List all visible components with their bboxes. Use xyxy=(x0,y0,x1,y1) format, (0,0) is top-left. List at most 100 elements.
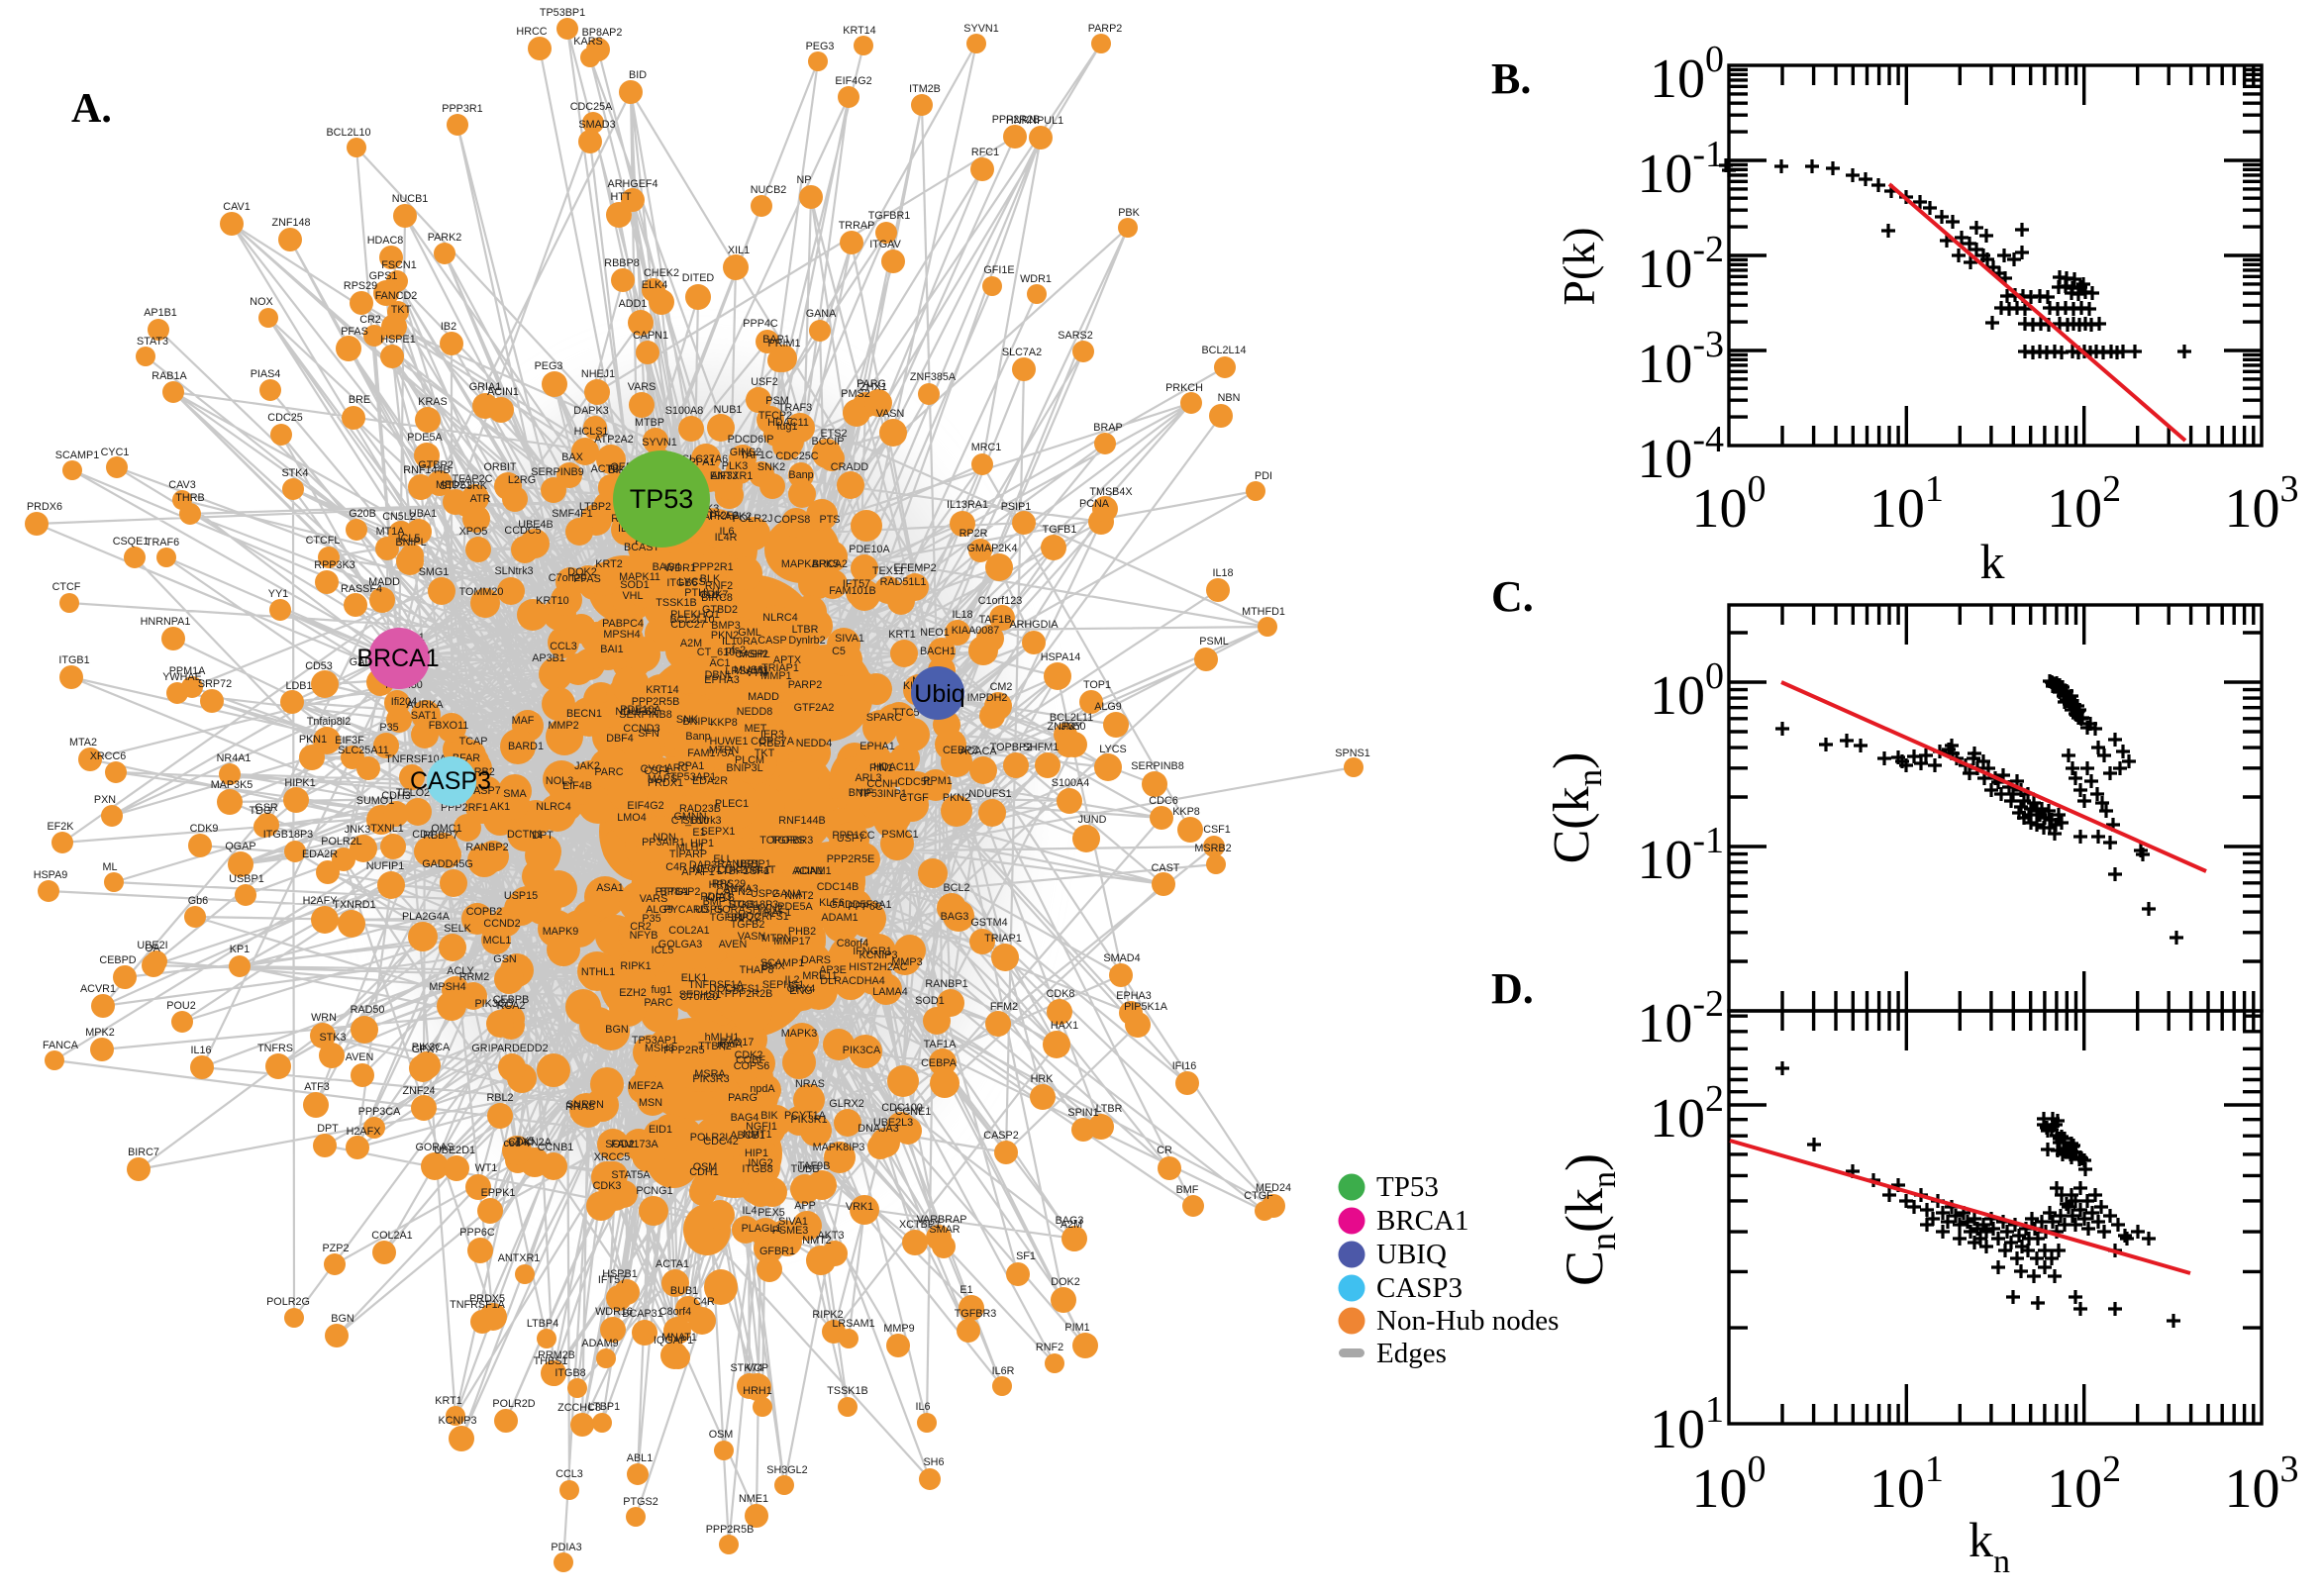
svg-text:HIPK1: HIPK1 xyxy=(284,777,315,789)
svg-text:RRM2B: RRM2B xyxy=(538,1349,575,1361)
svg-text:MADD: MADD xyxy=(748,691,779,703)
svg-text:NMT2: NMT2 xyxy=(784,890,813,902)
svg-text:KCNIP3: KCNIP3 xyxy=(858,949,897,961)
svg-text:LTBP1: LTBP1 xyxy=(717,865,749,877)
svg-text:BP8AP2: BP8AP2 xyxy=(582,27,623,39)
svg-text:BMF: BMF xyxy=(1176,1184,1199,1196)
svg-text:BCL2L10: BCL2L10 xyxy=(669,614,714,626)
svg-text:EPHA3: EPHA3 xyxy=(1116,990,1151,1002)
svg-text:HIP1: HIP1 xyxy=(745,1147,768,1159)
svg-text:TXN2: TXN2 xyxy=(756,903,783,915)
svg-text:GSR: GSR xyxy=(254,802,278,814)
svg-text:COL2A1: COL2A1 xyxy=(371,1230,412,1242)
svg-text:JAK2: JAK2 xyxy=(574,760,600,772)
svg-text:XIL1: XIL1 xyxy=(728,245,750,256)
svg-text:ITGB8: ITGB8 xyxy=(555,1367,585,1379)
svg-text:TFCP2: TFCP2 xyxy=(758,410,792,422)
svg-text:HRK: HRK xyxy=(709,879,733,891)
svg-text:fug1: fug1 xyxy=(651,984,671,996)
svg-text:RAD17: RAD17 xyxy=(720,1037,755,1048)
svg-text:NEDD8: NEDD8 xyxy=(737,706,773,718)
svg-text:PIK3R1: PIK3R1 xyxy=(790,1114,827,1126)
svg-text:PRDX6: PRDX6 xyxy=(27,501,62,513)
svg-text:KRT14: KRT14 xyxy=(843,25,875,37)
svg-text:IQGAP1: IQGAP1 xyxy=(654,1335,693,1347)
svg-text:PTTG1: PTTG1 xyxy=(656,886,690,898)
svg-text:CRADD: CRADD xyxy=(831,461,869,473)
svg-text:PPP2R1: PPP2R1 xyxy=(692,561,733,573)
svg-text:HDAC11: HDAC11 xyxy=(873,761,915,773)
svg-text:THAP8: THAP8 xyxy=(740,964,774,976)
svg-text:PEG3: PEG3 xyxy=(806,41,835,52)
svg-text:ITGB18P3: ITGB18P3 xyxy=(263,829,313,841)
svg-text:NGFI1: NGFI1 xyxy=(746,1121,777,1133)
svg-text:SNK2: SNK2 xyxy=(758,461,785,473)
svg-text:EPHA1: EPHA1 xyxy=(859,741,894,752)
svg-text:ELL: ELL xyxy=(713,853,732,865)
svg-text:SEPX1: SEPX1 xyxy=(701,826,736,838)
svg-text:GMNN: GMNN xyxy=(674,811,707,823)
svg-text:NUCB2: NUCB2 xyxy=(751,184,787,196)
svg-text:GANA: GANA xyxy=(772,888,803,900)
svg-text:APP: APP xyxy=(794,1200,816,1212)
svg-text:Cn(kn): Cn(kn) xyxy=(1555,1153,1623,1286)
svg-text:IL6R: IL6R xyxy=(992,1365,1015,1377)
svg-text:PARG: PARG xyxy=(728,1092,758,1104)
svg-text:LRSAM1: LRSAM1 xyxy=(832,1318,874,1330)
svg-text:MAPK8IP3: MAPK8IP3 xyxy=(813,1142,865,1153)
svg-text:TGFB2: TGFB2 xyxy=(731,919,765,931)
svg-text:MAF: MAF xyxy=(512,715,535,727)
svg-text:MPSH4: MPSH4 xyxy=(429,981,465,993)
svg-text:ALG9: ALG9 xyxy=(646,904,673,916)
svg-text:PHB2: PHB2 xyxy=(788,926,816,938)
svg-text:BMX: BMX xyxy=(761,960,784,972)
svg-text:PMS2: PMS2 xyxy=(841,388,869,400)
svg-text:TP53AP1: TP53AP1 xyxy=(632,1035,677,1047)
svg-text:GPX4: GPX4 xyxy=(787,983,816,995)
svg-text:BLK: BLK xyxy=(700,573,721,585)
svg-text:COBF: COBF xyxy=(736,1054,765,1066)
svg-text:ITGB18P3: ITGB18P3 xyxy=(729,899,778,911)
svg-text:CCL3: CCL3 xyxy=(550,641,577,652)
svg-text:PLEKHO1: PLEKHO1 xyxy=(670,609,720,621)
svg-text:SMF4F1: SMF4F1 xyxy=(552,508,592,520)
svg-text:IFNGR1: IFNGR1 xyxy=(853,946,892,957)
svg-text:MSRA: MSRA xyxy=(694,1068,726,1080)
svg-text:FAM101B: FAM101B xyxy=(829,585,875,597)
svg-text:PLAGL1: PLAGL1 xyxy=(742,1223,782,1235)
svg-text:HSPE1: HSPE1 xyxy=(380,334,415,346)
svg-text:PPP3R1: PPP3R1 xyxy=(442,103,482,115)
svg-text:MAPK11: MAPK11 xyxy=(619,571,660,583)
svg-text:C1orf123: C1orf123 xyxy=(978,595,1022,607)
svg-text:CR: CR xyxy=(1157,1145,1172,1156)
svg-text:PPP2R5B: PPP2R5B xyxy=(632,696,680,708)
svg-text:ABCB1: ABCB1 xyxy=(730,1130,764,1142)
svg-text:NDUFS1: NDUFS1 xyxy=(968,788,1011,800)
svg-text:NLRC4: NLRC4 xyxy=(762,612,797,624)
svg-text:PCYT1A: PCYT1A xyxy=(784,1110,827,1122)
svg-text:BAG3: BAG3 xyxy=(1056,1215,1084,1227)
svg-text:WDR16: WDR16 xyxy=(595,1306,633,1318)
svg-text:CCNH: CCNH xyxy=(866,778,897,790)
svg-text:ARHGEF4: ARHGEF4 xyxy=(608,178,658,190)
svg-text:TGFBR3: TGFBR3 xyxy=(771,835,814,847)
svg-text:AC1: AC1 xyxy=(709,657,730,669)
svg-text:SPARC: SPARC xyxy=(866,712,903,724)
svg-text:BRAP: BRAP xyxy=(1093,422,1122,434)
svg-text:CT_610: CT_610 xyxy=(671,815,709,827)
svg-text:HIST2H2AC: HIST2H2AC xyxy=(849,961,908,973)
svg-text:FSCN1: FSCN1 xyxy=(381,259,416,271)
svg-text:BP8AP2: BP8AP2 xyxy=(660,886,701,898)
svg-text:COL2A1: COL2A1 xyxy=(668,925,709,937)
svg-text:POLR2D: POLR2D xyxy=(492,1398,535,1410)
svg-text:S100A4: S100A4 xyxy=(1052,777,1089,789)
svg-text:LTBR: LTBR xyxy=(1096,1103,1123,1115)
svg-text:TRAF3: TRAF3 xyxy=(778,402,812,414)
svg-text:ML: ML xyxy=(103,861,118,873)
svg-text:PARC: PARC xyxy=(644,997,672,1009)
svg-text:SPNS1: SPNS1 xyxy=(1335,748,1369,759)
svg-text:MRE11: MRE11 xyxy=(802,970,837,982)
svg-text:LTBR: LTBR xyxy=(792,624,819,636)
svg-text:RFC1: RFC1 xyxy=(971,147,999,158)
svg-text:VARS: VARS xyxy=(640,893,668,905)
